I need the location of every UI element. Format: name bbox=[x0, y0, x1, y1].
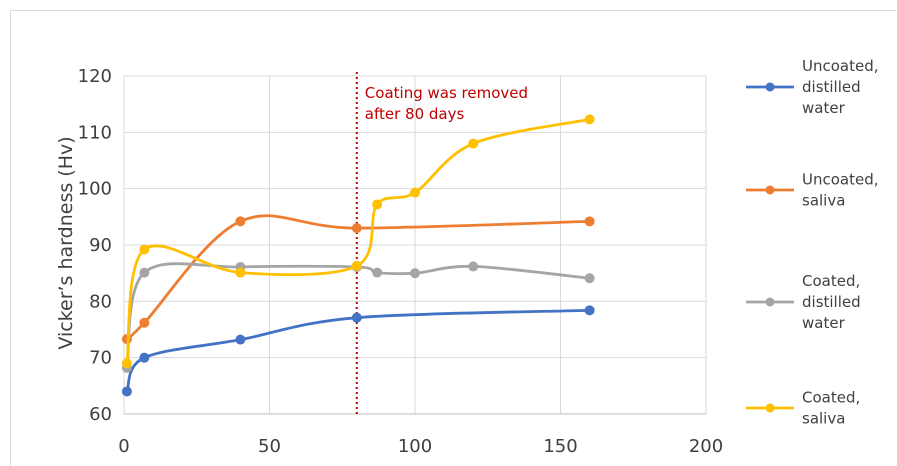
data-point bbox=[121, 358, 132, 369]
y-tick-label: 120 bbox=[78, 66, 112, 87]
y-axis-title: Vicker’s hardness (Hv) bbox=[55, 136, 77, 349]
legend-label-line: water bbox=[802, 99, 846, 117]
data-point bbox=[584, 305, 595, 316]
axis-ticks: 60 70 80 90 100 110 120 0 50 100 150 200 bbox=[78, 66, 724, 457]
x-tick-label: 0 bbox=[118, 436, 129, 457]
series-1 bbox=[121, 305, 595, 397]
legend-swatch-marker bbox=[765, 403, 775, 413]
y-tick-label: 70 bbox=[89, 348, 112, 369]
legend-label-line: Uncoated, bbox=[802, 171, 879, 189]
data-point bbox=[468, 261, 479, 272]
legend-label: Coated, distilled water bbox=[802, 272, 861, 332]
legend-label-line: distilled bbox=[802, 293, 861, 311]
data-point bbox=[351, 223, 362, 234]
series-line bbox=[125, 117, 591, 365]
y-tick-label: 100 bbox=[78, 179, 112, 200]
legend-label-line: water bbox=[802, 314, 846, 332]
data-point bbox=[139, 244, 150, 255]
legend-label-line: distilled bbox=[802, 78, 861, 96]
legend-label: Coated, saliva bbox=[802, 389, 860, 428]
data-point bbox=[468, 138, 479, 149]
data-point bbox=[410, 187, 420, 198]
series-2 bbox=[121, 214, 595, 345]
data-point bbox=[235, 216, 246, 227]
data-point bbox=[584, 114, 595, 125]
data-point bbox=[235, 267, 246, 278]
legend-item: Coated, saliva bbox=[746, 389, 860, 428]
legend-label-line: saliva bbox=[802, 192, 845, 210]
legend-label: Uncoated, distilled water bbox=[802, 57, 879, 117]
y-tick-label: 80 bbox=[89, 291, 112, 312]
series-group bbox=[121, 114, 595, 397]
x-tick-label: 50 bbox=[258, 436, 281, 457]
series-4 bbox=[121, 114, 595, 369]
x-tick-label: 100 bbox=[398, 436, 432, 457]
series-3 bbox=[121, 261, 595, 373]
annotation-line-text: Coating was removed bbox=[365, 84, 528, 102]
y-tick-label: 90 bbox=[89, 235, 112, 256]
data-point bbox=[410, 268, 420, 279]
gridlines bbox=[123, 75, 707, 415]
annotation-line-text: after 80 days bbox=[365, 105, 465, 123]
legend-item: Uncoated, saliva bbox=[746, 171, 879, 210]
data-point bbox=[139, 317, 150, 328]
legend-swatch-marker bbox=[765, 297, 775, 307]
data-point bbox=[351, 312, 362, 323]
data-point bbox=[139, 352, 150, 363]
data-point bbox=[372, 267, 383, 278]
data-point bbox=[235, 334, 246, 345]
data-point bbox=[351, 260, 362, 271]
legend-label-line: Uncoated, bbox=[802, 57, 879, 75]
legend-item: Uncoated, distilled water bbox=[746, 57, 879, 117]
annotation-text: Coating was removed after 80 days bbox=[365, 84, 528, 123]
data-point bbox=[584, 273, 595, 284]
legend-label-line: saliva bbox=[802, 410, 845, 428]
y-tick-label: 60 bbox=[89, 404, 112, 425]
data-point bbox=[139, 267, 150, 278]
legend-label-line: Coated, bbox=[802, 389, 860, 407]
legend-swatch-marker bbox=[765, 82, 775, 92]
data-point bbox=[372, 199, 383, 210]
x-tick-label: 150 bbox=[543, 436, 577, 457]
data-point bbox=[584, 216, 595, 227]
legend-label-line: Coated, bbox=[802, 272, 860, 290]
legend-label: Uncoated, saliva bbox=[802, 171, 879, 210]
legend-swatch-marker bbox=[765, 185, 775, 195]
data-point bbox=[121, 386, 132, 397]
series-line bbox=[125, 308, 591, 393]
x-tick-label: 200 bbox=[689, 436, 723, 457]
legend-item: Coated, distilled water bbox=[746, 272, 861, 332]
y-tick-label: 110 bbox=[78, 122, 112, 143]
